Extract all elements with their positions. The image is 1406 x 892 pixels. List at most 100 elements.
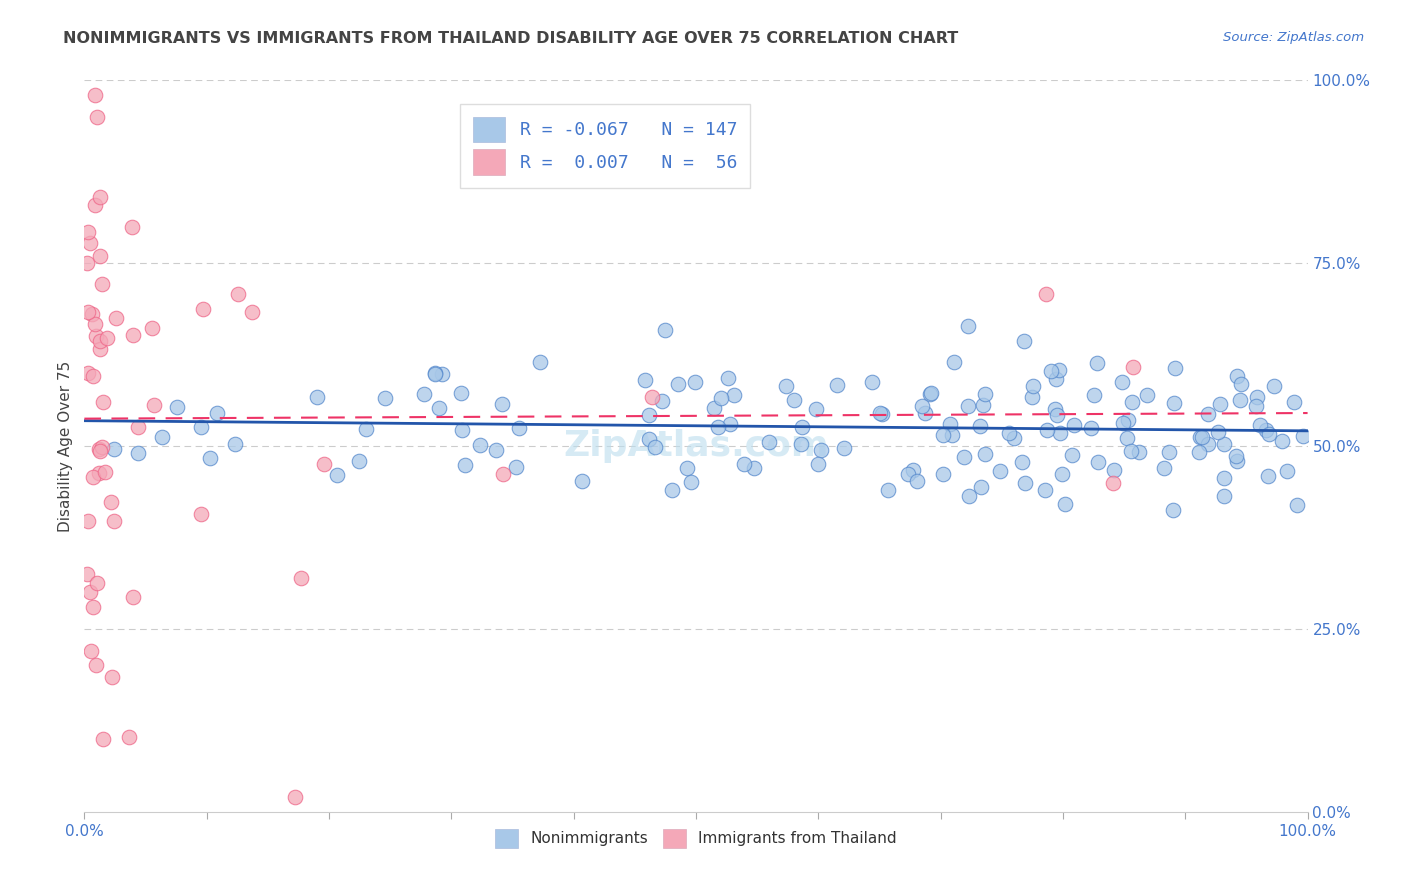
- Point: [1083, 388, 1105, 402]
- Point: [897, 467, 920, 481]
- Point: [661, 483, 683, 498]
- Point: [723, 388, 745, 402]
- Point: [654, 323, 676, 337]
- Point: [77, 304, 100, 318]
- Point: [122, 328, 145, 343]
- Point: [284, 790, 307, 805]
- Point: [101, 670, 124, 684]
- Point: [707, 420, 730, 434]
- Point: [1012, 334, 1035, 348]
- Point: [1062, 449, 1084, 463]
- Point: [1116, 431, 1139, 445]
- Point: [79, 236, 101, 251]
- Point: [90, 440, 112, 454]
- Point: [1112, 416, 1135, 430]
- Point: [84, 87, 107, 102]
- Point: [1230, 377, 1253, 392]
- Point: [1153, 460, 1175, 475]
- Point: [82, 369, 104, 384]
- Point: [91, 277, 114, 291]
- Point: [87, 466, 110, 480]
- Point: [121, 220, 143, 235]
- Point: [1063, 417, 1085, 432]
- Point: [953, 450, 976, 464]
- Point: [1161, 503, 1184, 517]
- Point: [733, 458, 755, 472]
- Point: [1045, 372, 1067, 386]
- Point: [468, 438, 491, 452]
- Point: [1050, 467, 1073, 482]
- Point: [374, 391, 396, 405]
- Point: [423, 366, 446, 380]
- Point: [1191, 430, 1213, 444]
- Point: [86, 110, 108, 124]
- Point: [1212, 437, 1234, 451]
- Point: [1163, 396, 1185, 410]
- Point: [1002, 431, 1025, 445]
- Point: [970, 480, 993, 494]
- Point: [827, 378, 849, 392]
- Point: [941, 428, 963, 442]
- Point: [1102, 476, 1125, 491]
- Point: [1033, 483, 1056, 498]
- Point: [943, 354, 966, 368]
- Point: [932, 428, 955, 442]
- Point: [103, 442, 125, 456]
- Point: [1163, 360, 1185, 375]
- Point: [1035, 286, 1057, 301]
- Point: [79, 585, 101, 599]
- Point: [969, 418, 991, 433]
- Point: [152, 430, 174, 444]
- Point: [1080, 421, 1102, 435]
- Point: [1257, 468, 1279, 483]
- Point: [956, 399, 979, 413]
- Legend: Nonimmigrants, Immigrants from Thailand: Nonimmigrants, Immigrants from Thailand: [488, 822, 904, 855]
- Point: [450, 423, 472, 437]
- Point: [914, 406, 936, 420]
- Point: [76, 567, 98, 582]
- Text: Source: ZipAtlas.com: Source: ZipAtlas.com: [1223, 31, 1364, 45]
- Point: [423, 367, 446, 381]
- Point: [717, 371, 740, 385]
- Point: [104, 311, 127, 326]
- Point: [1197, 437, 1219, 451]
- Point: [1282, 395, 1305, 409]
- Point: [1128, 444, 1150, 458]
- Point: [89, 190, 111, 204]
- Point: [87, 442, 110, 456]
- Point: [83, 197, 105, 211]
- Point: [1226, 369, 1249, 384]
- Point: [638, 432, 661, 446]
- Point: [931, 467, 953, 482]
- Point: [1187, 444, 1209, 458]
- Point: [82, 599, 104, 614]
- Point: [634, 373, 657, 387]
- Point: [1047, 363, 1070, 377]
- Point: [1085, 356, 1108, 370]
- Point: [911, 399, 934, 413]
- Point: [80, 644, 103, 658]
- Point: [644, 440, 666, 454]
- Point: [240, 305, 263, 319]
- Point: [973, 386, 995, 401]
- Point: [83, 318, 105, 332]
- Point: [427, 401, 450, 416]
- Point: [1249, 418, 1271, 433]
- Point: [1116, 413, 1139, 427]
- Point: [127, 445, 149, 459]
- Point: [91, 395, 114, 409]
- Point: [637, 408, 659, 422]
- Point: [89, 343, 111, 357]
- Point: [1014, 476, 1036, 491]
- Point: [508, 420, 530, 434]
- Point: [84, 658, 107, 673]
- Point: [1135, 388, 1157, 402]
- Point: [758, 434, 780, 449]
- Point: [91, 731, 114, 746]
- Point: [312, 457, 335, 471]
- Point: [1021, 390, 1043, 404]
- Point: [1011, 455, 1033, 469]
- Point: [860, 375, 883, 389]
- Point: [775, 379, 797, 393]
- Point: [641, 390, 664, 404]
